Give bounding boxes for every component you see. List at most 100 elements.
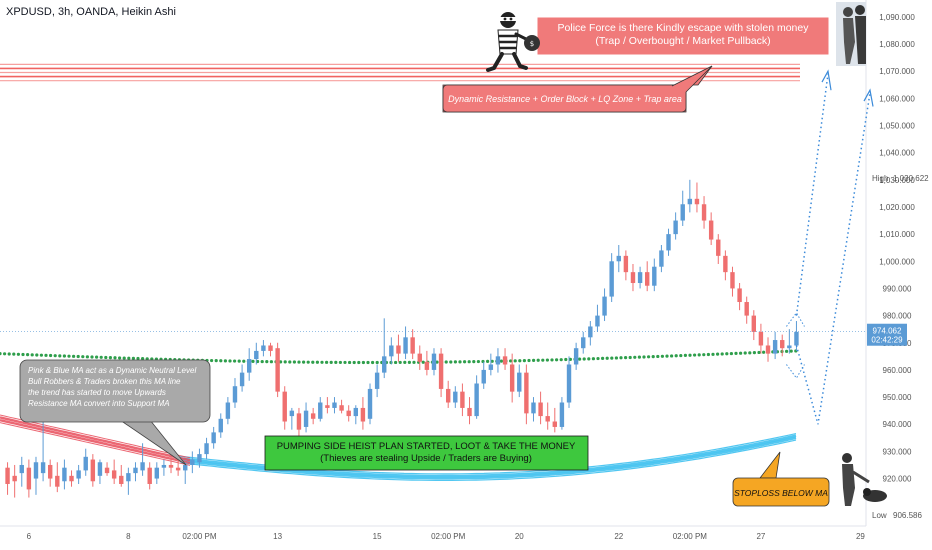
ma-dot xyxy=(785,349,789,353)
ma-dot xyxy=(591,357,596,361)
candle-body xyxy=(581,337,586,349)
ma-note-callout: Pink & Blue MA act as a Dynamic Neutral … xyxy=(19,359,211,466)
x-tick-label: 8 xyxy=(126,532,131,541)
bull-candle xyxy=(453,386,458,408)
ma-dot xyxy=(371,360,375,365)
bear-candle xyxy=(460,383,465,417)
police-officers-icon xyxy=(836,2,866,66)
ma-dot xyxy=(476,359,480,364)
bull-candle xyxy=(332,397,337,414)
candle-body xyxy=(246,359,252,373)
bull-candle xyxy=(62,459,67,490)
ma-dot xyxy=(375,360,379,365)
high-label: High xyxy=(872,174,888,183)
candle-body xyxy=(559,402,565,427)
bear-candle xyxy=(467,397,472,425)
ma-dot xyxy=(302,360,306,364)
bull-candle xyxy=(353,405,359,425)
bear-candle xyxy=(424,350,430,376)
candle-body xyxy=(673,220,678,235)
ma-dot xyxy=(605,356,609,360)
bear-candle xyxy=(5,462,10,495)
callout-line: (Thieves are stealing Upside / Traders a… xyxy=(320,453,532,464)
ma-dot xyxy=(35,353,39,357)
ma-dot xyxy=(716,352,720,356)
ma-dot xyxy=(104,355,108,360)
bull-candle xyxy=(495,348,501,373)
ma-dot xyxy=(444,360,448,364)
x-tick-label: 02:00 PM xyxy=(431,532,466,541)
bull-candle xyxy=(787,329,792,354)
ma-dot xyxy=(509,359,513,363)
candle-body xyxy=(765,345,771,354)
bear-candle xyxy=(147,462,152,490)
bear-candle xyxy=(723,250,728,281)
candle-body xyxy=(474,383,479,417)
pink-band-line xyxy=(0,416,191,462)
overlay-layer xyxy=(0,69,874,425)
bear-candle xyxy=(268,342,273,357)
ma-dot xyxy=(536,358,540,362)
y-tick-label: 1,030.000 xyxy=(879,176,915,185)
robber-running-icon: $ xyxy=(486,12,540,72)
ma-dot xyxy=(596,356,600,361)
bull-candle xyxy=(566,356,572,408)
ma-dot xyxy=(559,358,563,362)
candle-body xyxy=(204,443,209,455)
candle-body xyxy=(339,405,344,411)
candle-body xyxy=(133,467,138,474)
y-tick-label: 1,050.000 xyxy=(879,121,915,130)
ma-dot xyxy=(26,353,30,357)
callout-line: STOPLOSS BELOW MA xyxy=(734,488,828,498)
candle-body xyxy=(47,464,53,479)
bull-candle xyxy=(382,318,387,379)
candle-body xyxy=(737,288,742,303)
bear-candle xyxy=(104,462,110,476)
bear-candle xyxy=(417,345,422,370)
candle-body xyxy=(389,345,394,357)
candle-body xyxy=(346,410,351,417)
candle-body xyxy=(787,345,792,349)
ma-dot xyxy=(647,355,651,359)
ma-dot xyxy=(12,352,16,356)
candle-body xyxy=(545,416,550,422)
y-tick-label: 990.000 xyxy=(883,284,912,293)
ma-dot xyxy=(463,360,467,364)
ma-dot xyxy=(131,356,135,360)
ma-dot xyxy=(223,359,227,363)
x-tick-label: 13 xyxy=(273,532,282,541)
ma-dot xyxy=(656,354,660,359)
y-tick-label: 940.000 xyxy=(883,420,912,429)
ma-dot xyxy=(541,358,545,362)
ma-dot xyxy=(720,352,724,356)
candle-body xyxy=(211,432,216,444)
ma-dot xyxy=(141,357,145,361)
bear-candle xyxy=(545,402,550,430)
ma-dot xyxy=(697,353,701,357)
ma-dot xyxy=(587,357,591,361)
bear-candle xyxy=(396,334,401,362)
police-callout: Police Force is there Kindly escape with… xyxy=(536,16,830,56)
bull-candle xyxy=(140,443,145,476)
candle-body xyxy=(701,204,707,221)
candle-body xyxy=(104,467,110,474)
ma-dot xyxy=(233,359,237,363)
ma-dot xyxy=(660,354,665,358)
bear-candle xyxy=(275,342,280,398)
bear-candle xyxy=(168,456,174,474)
ma-dot xyxy=(550,358,554,362)
bear-candle xyxy=(538,391,543,425)
candle-body xyxy=(687,198,693,205)
bull-candle xyxy=(83,448,88,476)
ma-dot xyxy=(67,354,71,358)
bull-candle xyxy=(389,337,394,365)
bear-candle xyxy=(282,386,287,430)
bull-candle xyxy=(481,361,486,389)
bear-candle xyxy=(552,407,558,433)
bull-candle xyxy=(232,378,238,408)
ma-dot xyxy=(734,351,738,355)
y-tick-label: 1,010.000 xyxy=(879,230,915,239)
price-axis[interactable] xyxy=(866,0,932,550)
pumping-callout-box xyxy=(264,435,589,471)
